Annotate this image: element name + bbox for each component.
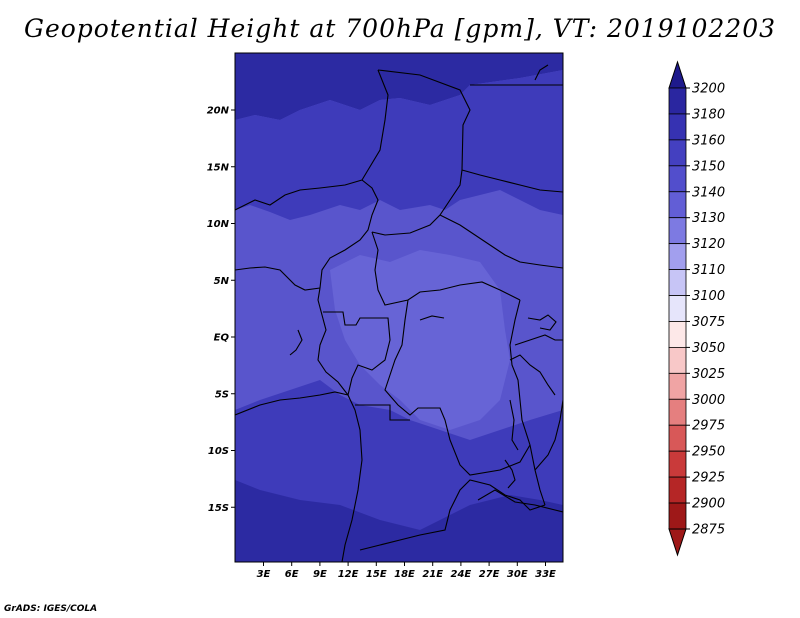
- colorbar-label: 3120: [692, 237, 725, 252]
- field-north-deep: [235, 53, 563, 120]
- lon-tick-label: 12E: [338, 569, 359, 580]
- colorbar-label: 3075: [692, 315, 725, 330]
- colorbar-label: 3050: [692, 341, 725, 356]
- colorbar-swatch: [668, 450, 687, 478]
- colorbar-label: 2900: [692, 497, 725, 512]
- colorbar-swatch: [668, 398, 687, 426]
- colorbar-label: 3140: [692, 185, 725, 200]
- lat-tick-label: 20N: [207, 106, 230, 117]
- lat-tick-label: 15N: [207, 162, 230, 173]
- lon-tick-label: 21E: [422, 569, 443, 580]
- lon-tick-label: 6E: [285, 569, 299, 580]
- lon-tick-label: 15E: [366, 569, 387, 580]
- field-central-light: [330, 250, 510, 430]
- colorbar-swatch: [668, 217, 687, 245]
- colorbar-swatch: [668, 139, 687, 167]
- colorbar-swatch: [668, 191, 687, 219]
- field-south-deep: [235, 480, 563, 562]
- lat-tick-label: 5S: [215, 389, 229, 400]
- colorbar-label: 3110: [692, 263, 725, 278]
- lon-tick-label: 9E: [313, 569, 327, 580]
- colorbar-swatch: [668, 476, 687, 504]
- lat-tick-label: 10S: [208, 446, 229, 457]
- field-north-mid: [235, 70, 563, 220]
- lon-tick-label: 24E: [451, 569, 472, 580]
- colorbar-swatch: [668, 295, 687, 322]
- map-frame: [234, 52, 564, 563]
- lon-tick-label: 27E: [479, 569, 500, 580]
- colorbar-label: 3100: [692, 289, 725, 304]
- colorbar-swatch: [668, 321, 687, 348]
- colorbar-swatch: [668, 87, 687, 115]
- colorbar-label: 3150: [692, 159, 725, 174]
- lon-tick-label: 30E: [507, 569, 528, 580]
- lat-tick-label: 10N: [207, 219, 230, 230]
- lon-tick-label: 18E: [394, 569, 415, 580]
- colorbar-label: 2925: [692, 471, 725, 486]
- colorbar-label: 3180: [692, 107, 725, 122]
- credit-text: GrADS: IGES/COLA: [4, 604, 98, 614]
- axis-ticks: 20N 15N 10N 5N EQ 5S 10S 15S 3E 6E 9E 12E 15E 18E 21E 2…: [207, 106, 556, 581]
- lon-tick-label: 33E: [535, 569, 556, 580]
- colorbar-label: 3000: [692, 393, 725, 408]
- colorbar-swatch: [668, 165, 687, 193]
- colorbar-swatch: [668, 346, 687, 374]
- lat-tick-label: 15S: [208, 503, 229, 514]
- colorbar-swatch: [668, 372, 687, 400]
- colorbar-top-arrow: [668, 60, 687, 89]
- colorbar-swatch: [668, 424, 687, 452]
- colorbar-label: 3130: [692, 211, 725, 226]
- colorbar-label: 2875: [692, 522, 725, 537]
- lat-tick-label: EQ: [214, 333, 230, 344]
- colorbar-swatch: [668, 269, 687, 296]
- colorbar: 3200 3180 3160 3150 3140 3130 3120 3110 3100 3075…: [668, 60, 725, 557]
- colorbar-label: 3025: [692, 367, 725, 382]
- lon-tick-label: 3E: [257, 569, 271, 580]
- colorbar-bottom-arrow: [668, 528, 687, 557]
- colorbar-swatch: [668, 502, 687, 530]
- colorbar-label: 3160: [692, 133, 725, 148]
- chart-title: Geopotential Height at 700hPa [gpm], VT:…: [23, 14, 777, 43]
- colorbar-swatch: [668, 243, 687, 270]
- lat-tick-label: 5N: [214, 276, 230, 287]
- colorbar-label: 3200: [692, 82, 725, 97]
- height-field: [235, 53, 563, 562]
- country-borders: [235, 64, 563, 562]
- colorbar-label: 2950: [692, 445, 725, 460]
- colorbar-label: 2975: [692, 419, 725, 434]
- colorbar-swatch: [668, 113, 687, 141]
